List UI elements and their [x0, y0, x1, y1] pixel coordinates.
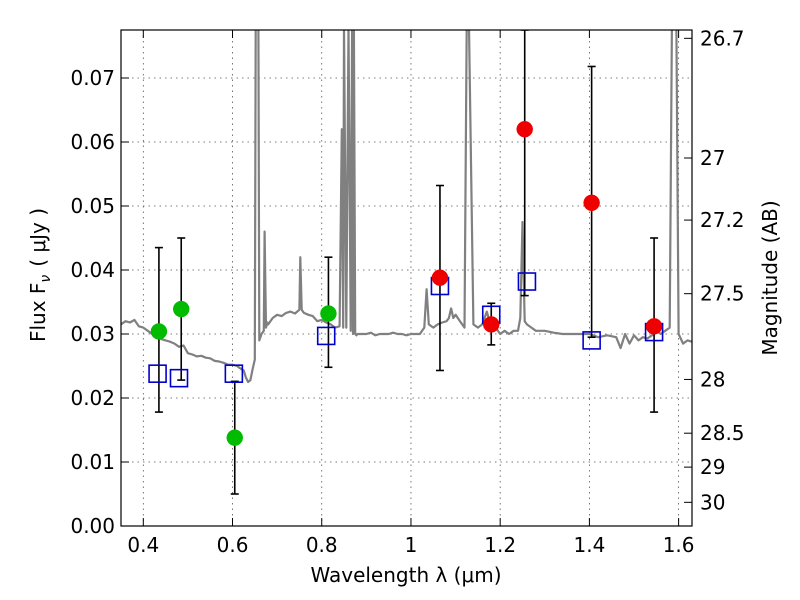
red-data-point	[583, 194, 600, 212]
y-axis-label-sub: ν	[38, 275, 54, 283]
model-photometry-square	[517, 272, 537, 291]
x-axis-label: Wavelength λ (μm)	[310, 563, 501, 587]
svg-text:Magnitude (AB): Magnitude (AB)	[758, 200, 782, 355]
x-tick-label: 0.8	[306, 533, 338, 557]
y-tick-label: 0.05	[70, 194, 115, 218]
y-axis-label: Flux Fν ( μJy )	[26, 208, 54, 342]
y2-tick-label: 30	[700, 490, 725, 514]
tick-label-layer: 0.4 0.6 0.8 1 1.2 1.4 1.6 0.00 0.01 0.02 0.03 0.04 0…	[70, 26, 744, 557]
red-data-point	[645, 318, 663, 335]
x-tick-label: 1.4	[573, 533, 605, 557]
spectrum-line	[121, 30, 692, 384]
y-tick-label: 0.02	[70, 386, 115, 410]
y2-tick-label: 27	[700, 146, 725, 170]
y2-tick-label: 27.2	[700, 208, 745, 232]
svg-text:Flux Fν( μJy ): Flux Fν ( μJy )	[26, 208, 54, 342]
error-bar-layer	[154, 30, 659, 495]
model-photometry-square	[224, 364, 244, 383]
y-tick-label: 0.00	[70, 514, 115, 538]
x-tick-label: 1.2	[484, 533, 516, 557]
green-data-point	[150, 323, 168, 340]
y-tick-label: 0.07	[70, 66, 115, 90]
y-tick-label: 0.04	[70, 258, 115, 282]
y-axis-label-main: Flux F	[26, 283, 50, 342]
x-tick-label: 0.4	[127, 533, 159, 557]
grid	[121, 30, 692, 527]
red-data-point	[516, 120, 533, 138]
model-photometry-square	[169, 368, 189, 388]
y-tick-label: 0.06	[70, 130, 115, 154]
y2-axis-label: Magnitude (AB)	[758, 200, 782, 355]
tick-layer	[121, 30, 692, 527]
x-tick-label: 1.6	[663, 533, 695, 557]
y-tick-label: 0.01	[70, 450, 115, 474]
y2-tick-label: 29	[700, 455, 725, 479]
y2-tick-label: 28.5	[700, 421, 745, 445]
model-photometry-square	[582, 331, 601, 350]
green-data-point	[172, 300, 190, 318]
marker-layer	[148, 120, 664, 446]
y-tick-label: 0.03	[70, 322, 115, 346]
spectrum-layer	[121, 30, 692, 384]
x-tick-label: 0.6	[217, 533, 249, 557]
plot-frame	[120, 29, 693, 527]
y2-tick-label: 26.7	[700, 26, 745, 50]
red-data-point	[483, 316, 500, 333]
y2-tick-label: 28	[700, 367, 725, 391]
green-data-point	[320, 305, 337, 322]
y-axis-label-unit: ( μJy )	[26, 208, 50, 267]
y2-tick-label: 27.5	[700, 282, 745, 306]
red-data-point	[431, 269, 449, 286]
model-photometry-square	[316, 326, 336, 346]
green-data-point	[226, 429, 244, 446]
x-tick-label: 1	[405, 533, 418, 557]
model-photometry-square	[148, 364, 167, 383]
